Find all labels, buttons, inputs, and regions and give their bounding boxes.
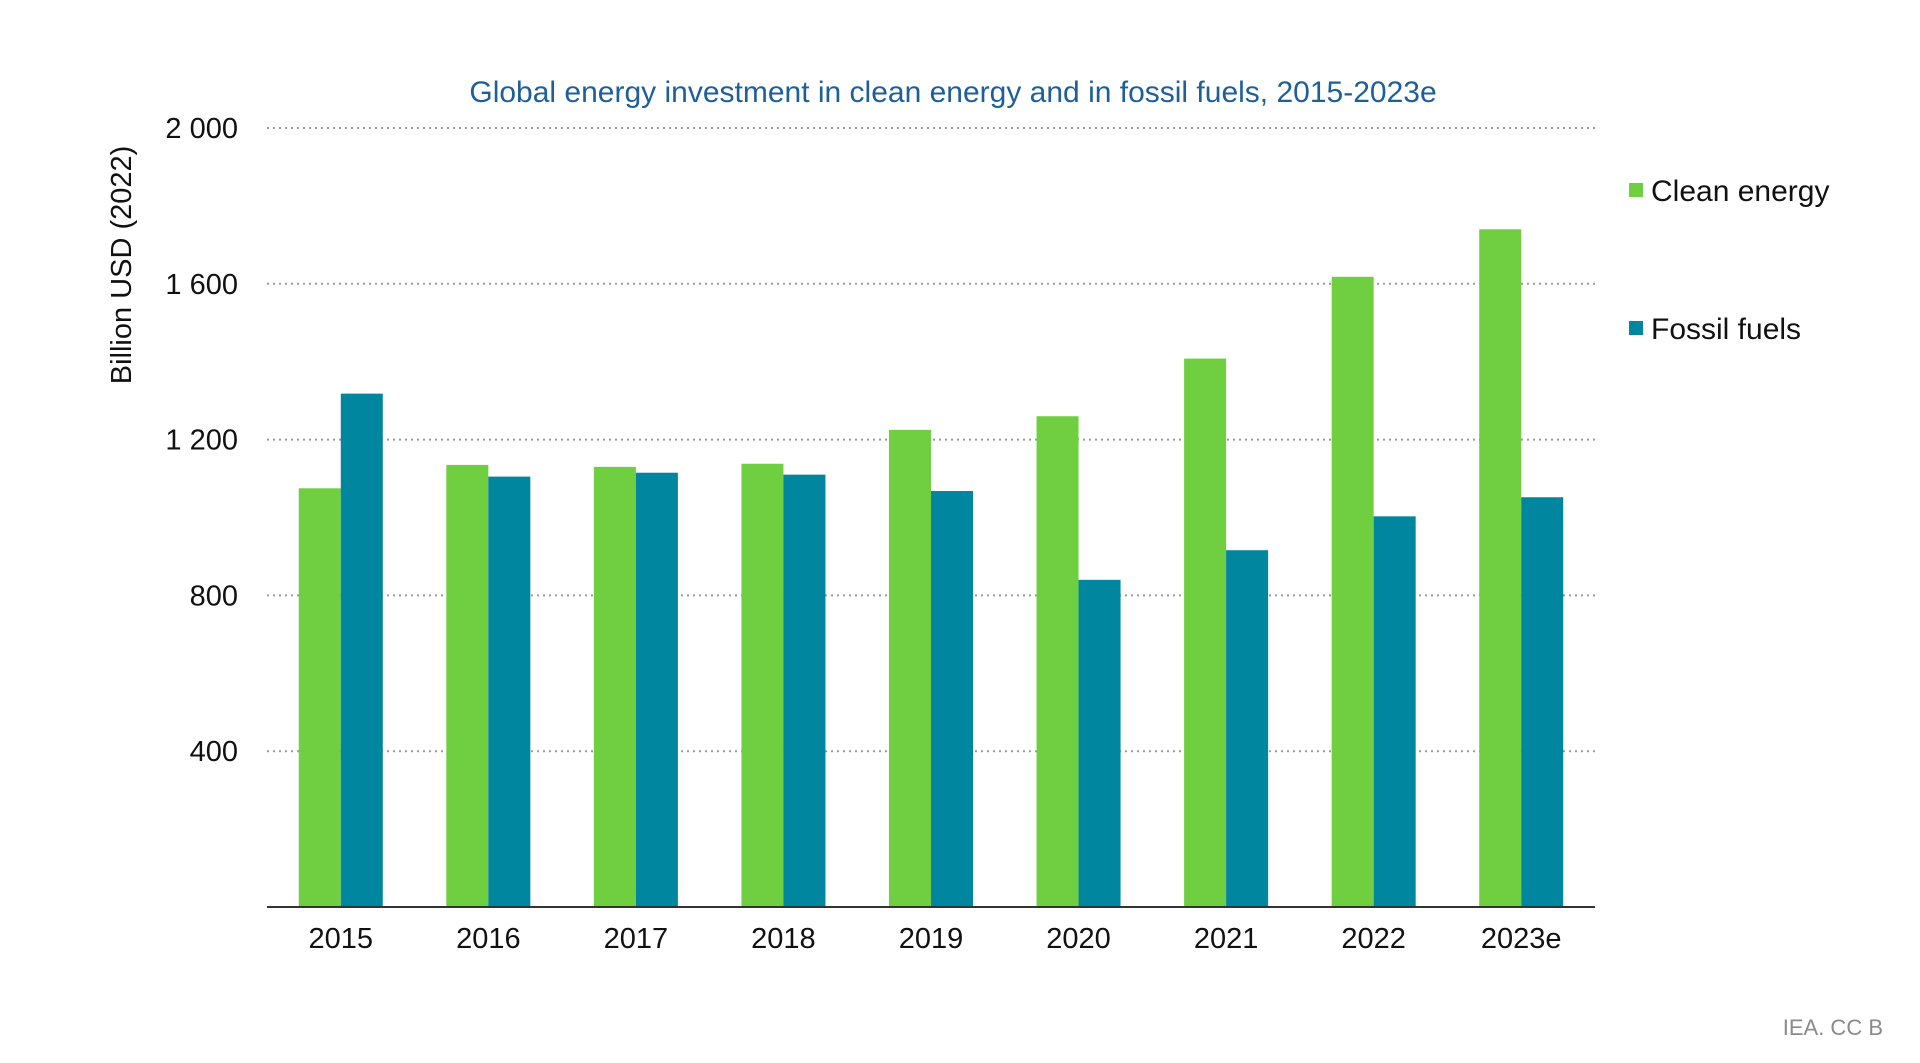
bar-fossil-fuels	[1521, 497, 1564, 907]
x-tick-label: 2016	[456, 923, 521, 955]
bar-clean-energy	[1479, 229, 1522, 907]
chart-title: Global energy investment in clean energy…	[469, 76, 1436, 109]
y-tick-label: 1 200	[165, 425, 238, 457]
bar-fossil-fuels	[1226, 550, 1269, 907]
x-tick-label: 2017	[604, 923, 669, 955]
legend-swatch	[1629, 183, 1643, 197]
x-tick-label: 2023e	[1481, 923, 1562, 955]
legend-label: Clean energy	[1651, 175, 1829, 208]
legend-swatch	[1629, 321, 1643, 335]
y-tick-label: 800	[190, 580, 238, 612]
x-tick-label: 2019	[899, 923, 964, 955]
bar-clean-energy	[298, 488, 341, 907]
y-tick-labels: 400 800 1 200 1 600 2 000	[165, 113, 238, 768]
bar-clean-energy	[1036, 416, 1079, 907]
legend-label: Fossil fuels	[1651, 313, 1801, 346]
legend: Clean energy Fossil fuels	[1629, 175, 1829, 346]
bar-clean-energy	[446, 464, 489, 907]
bar-fossil-fuels	[635, 472, 678, 907]
bar-fossil-fuels	[1078, 579, 1121, 907]
y-tick-label: 400	[190, 736, 238, 768]
y-axis-label: Billion USD (2022)	[106, 146, 138, 385]
x-tick-label: 2015	[309, 923, 374, 955]
x-tick-label: 2022	[1341, 923, 1406, 955]
x-tick-label: 2018	[751, 923, 816, 955]
bar-fossil-fuels	[783, 474, 826, 907]
y-tick-label: 1 600	[165, 269, 238, 301]
x-tick-labels: 2015 2016 2017 2018 2019 2020 2021 2022 2023e	[309, 923, 1562, 955]
bar-fossil-fuels	[340, 393, 383, 907]
bar-clean-energy	[741, 463, 784, 907]
x-tick-label: 2021	[1194, 923, 1259, 955]
x-tick-label: 2020	[1046, 923, 1111, 955]
bar-fossil-fuels	[1373, 516, 1416, 907]
bar-fossil-fuels	[931, 491, 973, 907]
bar-clean-energy	[593, 466, 636, 907]
bar-clean-energy	[889, 429, 931, 907]
source-note: IEA. CC B	[1783, 1015, 1883, 1040]
bar-clean-energy	[1331, 276, 1374, 907]
y-tick-label: 2 000	[165, 113, 238, 145]
bars	[298, 229, 1564, 908]
bar-clean-energy	[1184, 358, 1227, 908]
bar-fossil-fuels	[488, 476, 531, 907]
